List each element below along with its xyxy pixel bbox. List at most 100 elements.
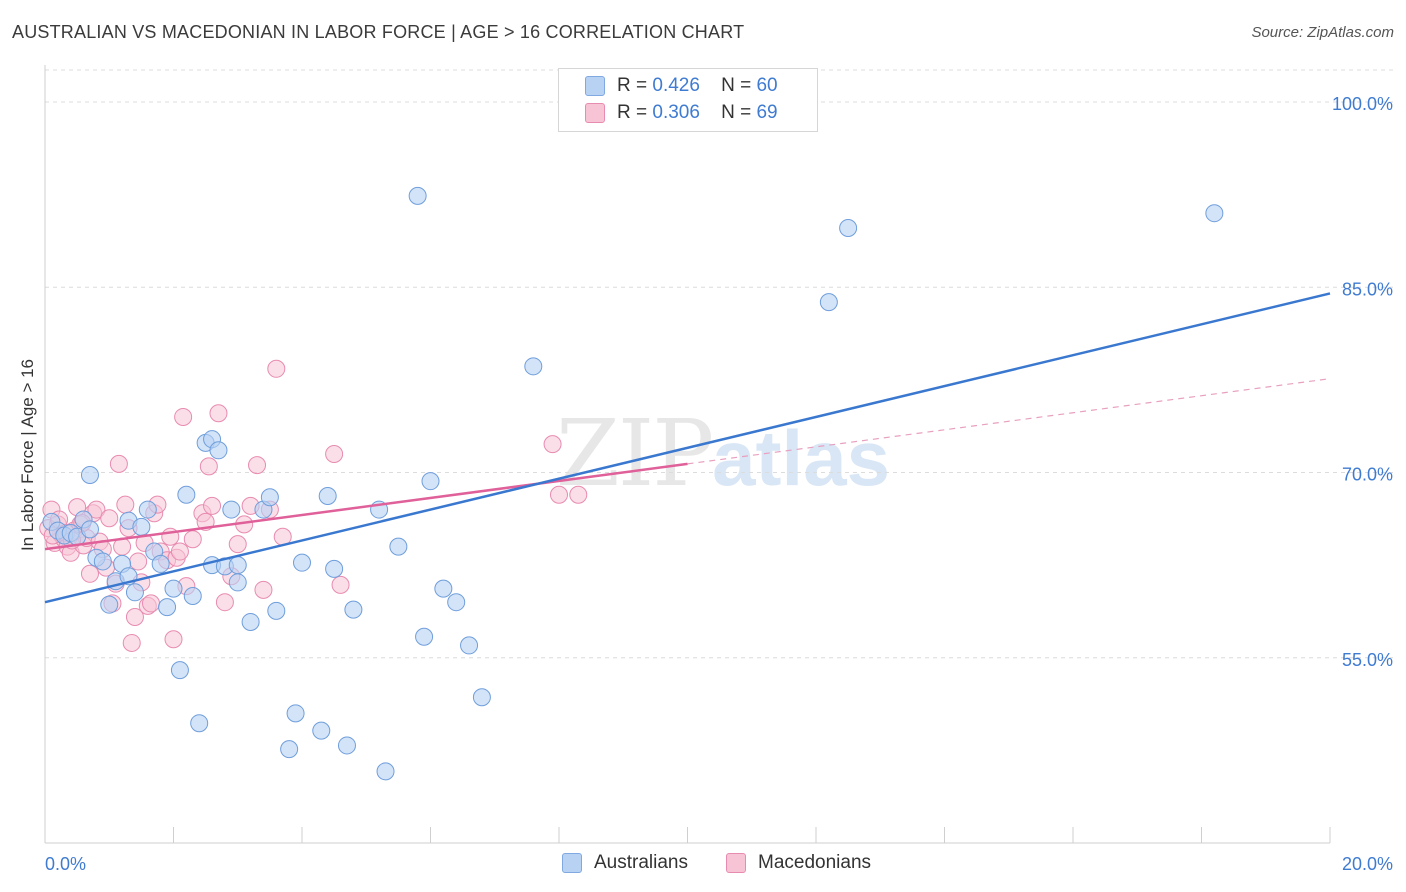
macedonian-point [174, 407, 193, 426]
australian-point [286, 704, 305, 723]
legend-swatch-pink [585, 103, 605, 123]
australian-point [125, 583, 144, 602]
y-axis-label: In Labor Force | Age > 16 [18, 358, 37, 552]
australian-point [80, 520, 99, 539]
australian-point [183, 587, 202, 606]
legend-row-australians: R = 0.426 N = 60 [585, 73, 778, 99]
tick-labels: 55.0% 70.0% 85.0% 100.0% 0.0% 20.0% [45, 94, 1393, 874]
australian-point [100, 595, 119, 614]
australian-point [132, 517, 151, 536]
macedonian-point [254, 580, 273, 599]
axes [44, 65, 1331, 844]
macedonian-point [331, 575, 350, 594]
macedonian-point [125, 608, 144, 627]
australian-point [839, 219, 858, 238]
australian-point [325, 559, 344, 578]
bottom-legend-macedonians: Macedonians [726, 852, 871, 874]
legend-r-value: 0.306 [652, 102, 700, 123]
y-tick-label: 55.0% [1342, 650, 1393, 670]
australian-point [415, 627, 434, 646]
australian-point [164, 579, 183, 598]
legend-r-value: 0.426 [652, 75, 700, 96]
macedonian-point [228, 535, 247, 554]
macedonian-point [142, 594, 161, 613]
australian-point [151, 554, 170, 573]
legend-r-label: R = [617, 102, 648, 123]
macedonian-trend-line [44, 462, 688, 551]
australian-point [1205, 204, 1224, 223]
macedonian-point [543, 435, 562, 454]
macedonian-point [183, 530, 202, 549]
australian-point [177, 485, 196, 504]
bottom-legend-label: Australians [594, 852, 688, 873]
y-tick-label: 70.0% [1342, 465, 1393, 485]
australian-point [222, 500, 241, 519]
grid-lines [45, 69, 1393, 659]
macedonian-point [80, 564, 99, 583]
macedonian-point [170, 542, 189, 561]
macedonian-point [122, 633, 141, 652]
australian-point [80, 465, 99, 484]
australian-point [241, 612, 260, 631]
macedonian-point [116, 495, 135, 514]
legend-n-label: N = [721, 102, 752, 123]
trend-lines [44, 292, 1331, 604]
australian-point [293, 553, 311, 572]
australian-point [228, 573, 247, 592]
bottom-swatch-pink [726, 853, 746, 873]
australian-point [389, 537, 408, 556]
australian-point [460, 636, 479, 655]
australian-point [376, 762, 395, 781]
australian-point [472, 688, 491, 707]
macedonian-point [129, 552, 148, 571]
macedonian-point [267, 359, 286, 378]
legend-n-value: 69 [756, 102, 778, 123]
macedonian-point [199, 457, 218, 476]
bottom-legend-australians: Australians [562, 852, 688, 874]
legend-n-value: 60 [756, 75, 778, 96]
legend-r-label: R = [617, 75, 648, 96]
australian-point [819, 293, 838, 312]
watermark-atlas: atlas [712, 414, 890, 502]
australian-point [190, 714, 209, 733]
australian-point [260, 488, 279, 507]
australian-point [158, 598, 177, 617]
legend-n-label: N = [721, 75, 752, 96]
bottom-swatch-blue [562, 853, 582, 873]
australian-point [267, 601, 286, 620]
source-label: Source: ZipAtlas.com [1251, 24, 1394, 41]
australian-point [408, 186, 427, 205]
x-tick-label: 20.0% [1342, 854, 1393, 874]
macedonian-point [569, 485, 588, 504]
y-tick-label: 85.0% [1342, 279, 1393, 299]
australian-point [447, 593, 466, 612]
australian-point [524, 357, 543, 376]
australian-point [280, 740, 299, 759]
macedonian-point [164, 630, 183, 649]
australian-point [170, 661, 189, 680]
chart-title: AUSTRALIAN VS MACEDONIAN IN LABOR FORCE … [12, 22, 745, 42]
macedonian-point [87, 500, 106, 519]
australian-point [312, 721, 331, 740]
legend-swatch-blue [585, 76, 605, 96]
australian-point [138, 500, 157, 519]
australian-point [434, 579, 453, 598]
macedonian-point [248, 456, 267, 475]
x-tick-label: 0.0% [45, 854, 86, 874]
y-tick-label: 100.0% [1332, 94, 1393, 114]
macedonian-point [550, 485, 568, 504]
australian-point [337, 736, 356, 755]
australian-point [421, 472, 440, 491]
macedonian-trend-extension [687, 378, 1331, 465]
australian-point [93, 552, 112, 571]
australian-point [344, 600, 363, 619]
stats-legend: R = 0.426 N = 60 R = 0.306 N = 69 [558, 68, 818, 132]
macedonian-point [109, 454, 128, 473]
australian-point [318, 486, 337, 505]
legend-row-macedonians: R = 0.306 N = 69 [585, 100, 778, 126]
australian-point [228, 556, 247, 575]
macedonian-point [209, 404, 228, 423]
macedonian-point [215, 593, 234, 612]
australian-trend-line [44, 292, 1331, 604]
